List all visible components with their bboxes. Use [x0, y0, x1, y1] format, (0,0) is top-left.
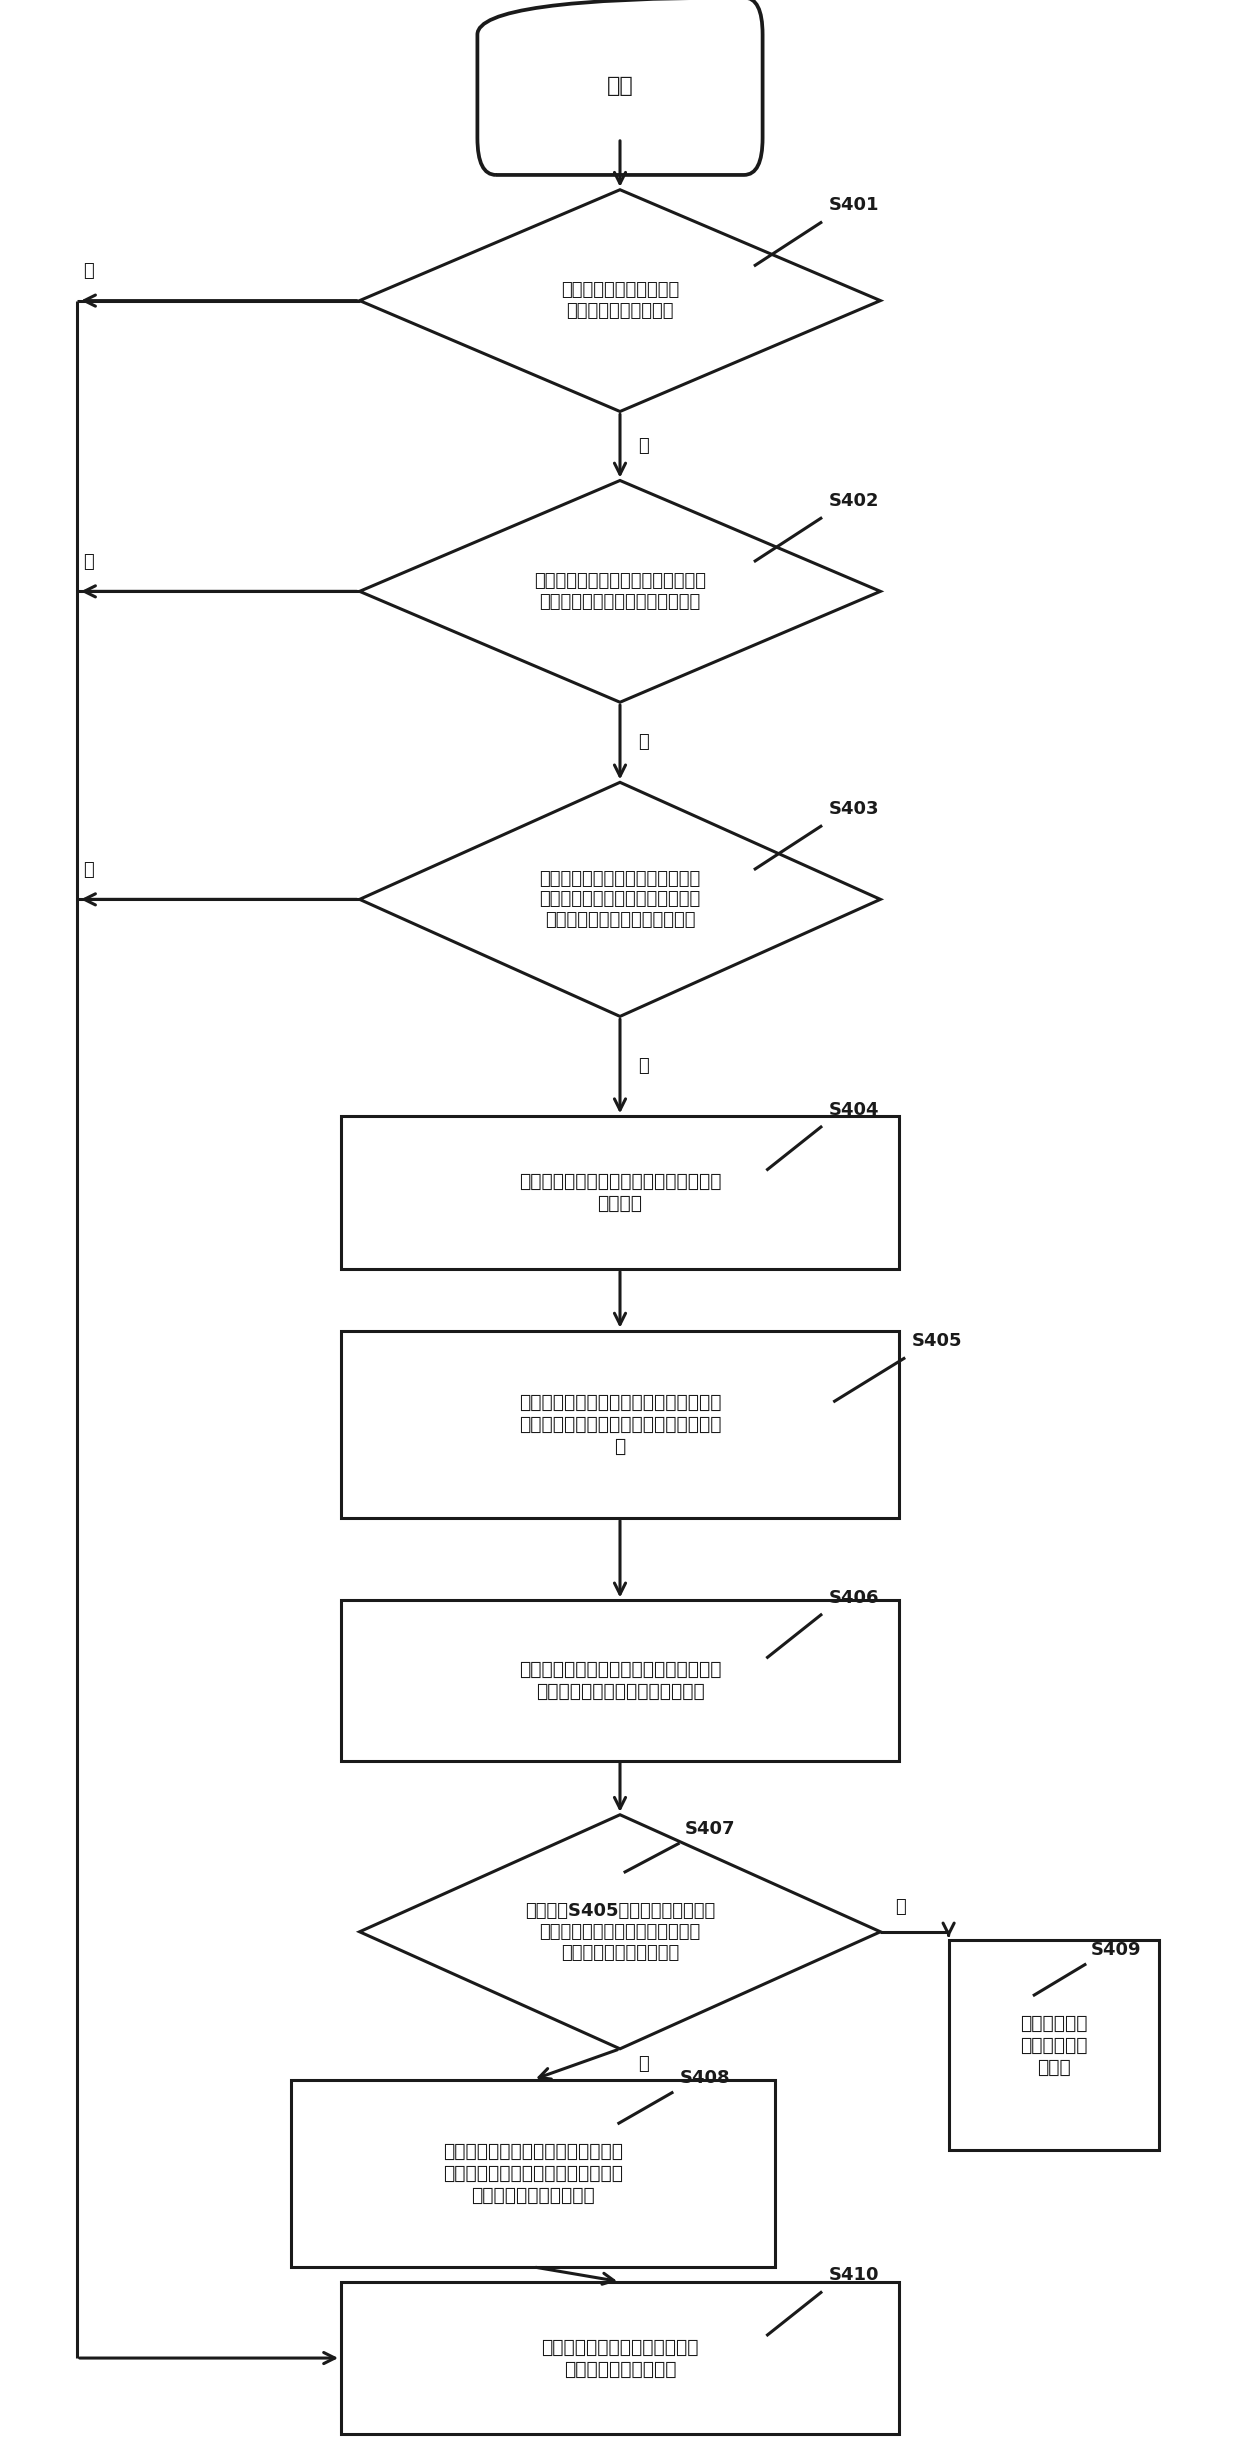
Text: 是: 是: [639, 436, 650, 456]
Text: 从所述地图存储介质读取相应的所述地图
属性信息，并缓存入所述第二缓冲内存空
间: 从所述地图存储介质读取相应的所述地图 属性信息，并缓存入所述第二缓冲内存空 间: [518, 1392, 722, 1456]
Bar: [341, 1602, 899, 1759]
Text: S405: S405: [911, 1333, 962, 1350]
Text: 否: 否: [83, 860, 94, 880]
Text: S408: S408: [680, 2070, 730, 2087]
Text: 判断所述地图存储介质内对应的所
述路标数量是否大于所述第二缓冲
内存空间中对应的所述路标数量: 判断所述地图存储介质内对应的所 述路标数量是否大于所述第二缓冲 内存空间中对应的…: [539, 870, 701, 929]
Bar: [341, 1331, 899, 1518]
Text: S410: S410: [828, 2267, 879, 2284]
Text: S409: S409: [1091, 1942, 1142, 1959]
Bar: [949, 1939, 1159, 2149]
Text: 计算缓存入所述第二缓冲内存空间的所述
地图属性信息对应的数据的校验值: 计算缓存入所述第二缓冲内存空间的所述 地图属性信息对应的数据的校验值: [518, 1661, 722, 1700]
Text: 判断所述地图存储介质中
是否存在所述历史地图: 判断所述地图存储介质中 是否存在所述历史地图: [560, 281, 680, 320]
Text: 是: 是: [639, 2055, 650, 2072]
Text: 从所述第二缓冲内存空间读取所
述历史地图的路标信息: 从所述第二缓冲内存空间读取所 述历史地图的路标信息: [541, 2338, 699, 2378]
Text: S406: S406: [828, 1589, 879, 1607]
Text: S401: S401: [828, 197, 879, 214]
Text: 是: 是: [639, 1057, 650, 1074]
Bar: [341, 2282, 899, 2434]
Text: 控制第二地图定位系统处理所述第二
缓冲内存空间内的所述地图属性信息
以得到新的第二位姿信息: 控制第二地图定位系统处理所述第二 缓冲内存空间内的所述地图属性信息 以得到新的第…: [443, 2141, 624, 2205]
Text: S403: S403: [828, 801, 879, 818]
Text: S402: S402: [828, 493, 879, 510]
Text: 否: 否: [83, 261, 94, 281]
Text: 清除所述第二缓冲内存空间内的所述地图
属性信息: 清除所述第二缓冲内存空间内的所述地图 属性信息: [518, 1173, 722, 1212]
Text: 否: 否: [895, 1897, 906, 1917]
Text: 开始: 开始: [606, 76, 634, 96]
Bar: [341, 1116, 899, 1269]
Text: 否: 否: [83, 552, 94, 572]
Text: 是: 是: [639, 734, 650, 752]
Text: 判断步骤S405计算得到的校验值与
所述地图存储介质中读取出的相匹
配的所述校验值是否相同: 判断步骤S405计算得到的校验值与 所述地图存储介质中读取出的相匹 配的所述校验…: [525, 1902, 715, 1961]
Text: 所述地图属性
信息对应的数
据无效: 所述地图属性 信息对应的数 据无效: [1021, 2013, 1087, 2077]
Text: S404: S404: [828, 1101, 879, 1119]
Text: 判断所述地图存储介质内对应的所述
路标数量是否大于预设数量门限值: 判断所述地图存储介质内对应的所述 路标数量是否大于预设数量门限值: [534, 572, 706, 611]
Text: S407: S407: [684, 1821, 735, 1838]
Bar: [291, 2080, 775, 2267]
